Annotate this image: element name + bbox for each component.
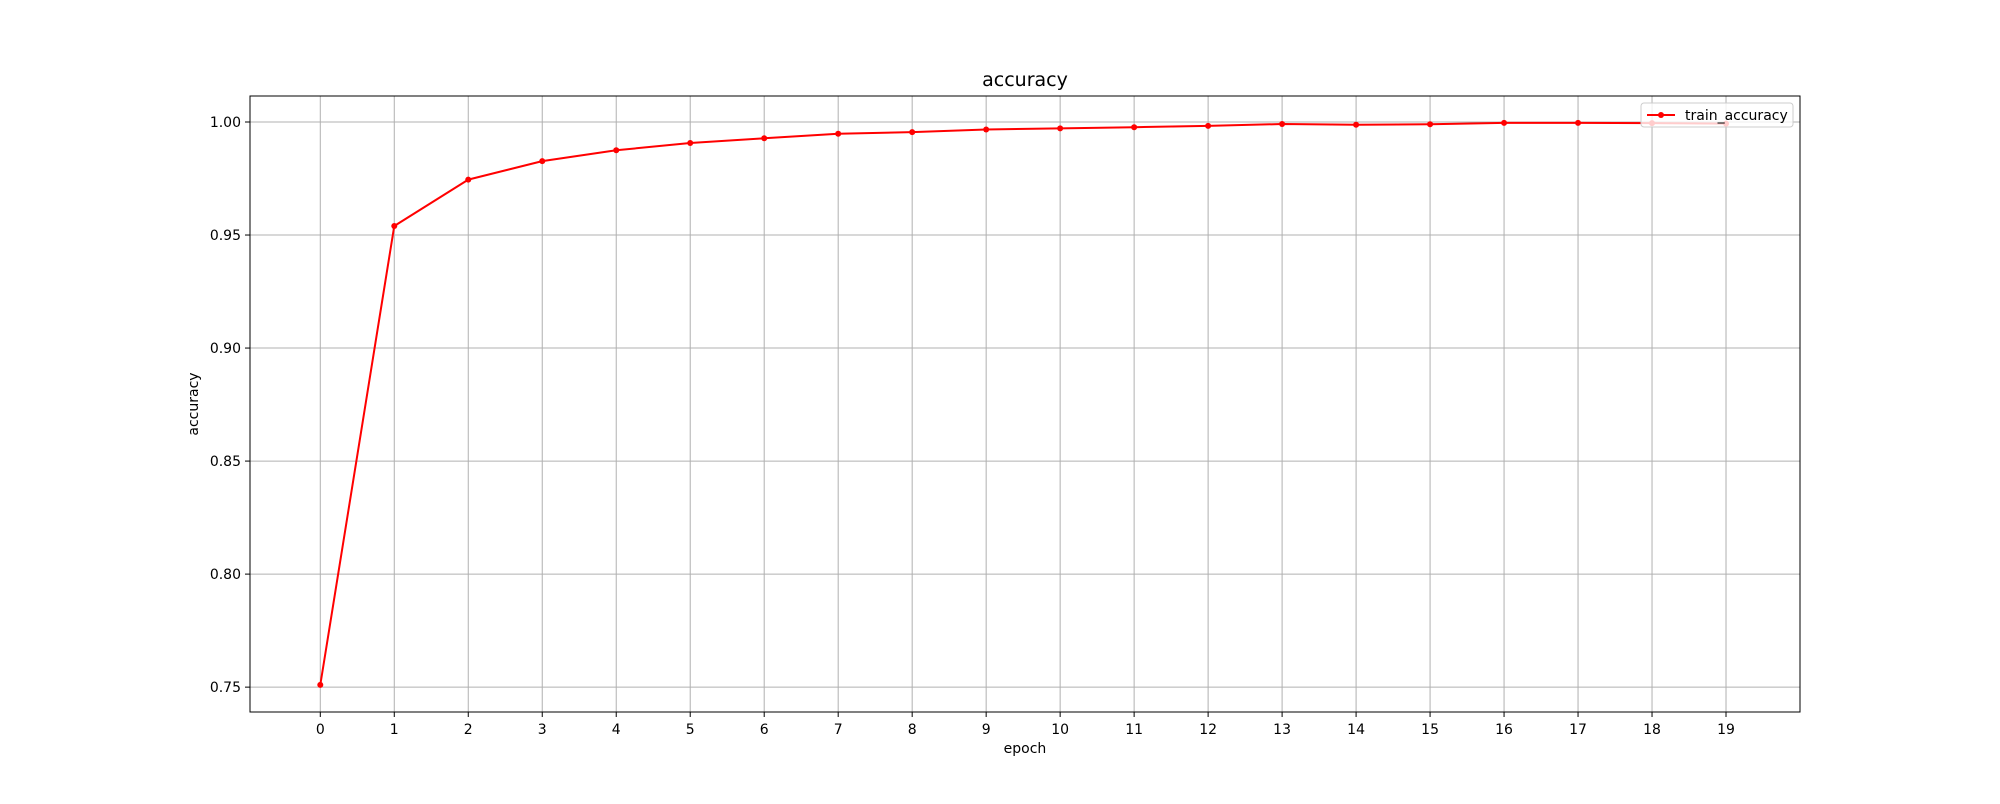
x-tick-label: 0 (316, 722, 325, 738)
series-line-train-accuracy (319, 121, 1727, 686)
x-tick-label: 11 (1125, 722, 1143, 738)
data-point (391, 222, 398, 229)
x-tick-label: 17 (1569, 722, 1587, 738)
data-point (1057, 125, 1064, 132)
y-axis-label: accuracy (186, 372, 202, 435)
data-point (1501, 119, 1508, 126)
grid-layer (250, 96, 1800, 712)
y-tick-label: 0.95 (210, 228, 241, 244)
data-point (317, 681, 324, 688)
x-tick-label: 13 (1273, 722, 1291, 738)
data-point (1279, 121, 1286, 128)
x-tick-label: 8 (908, 722, 917, 738)
tick-layer: 0 1 2 3 4 5 6 7 8 9 10 11 12 13 14 15 16 17 18 190.750.800.… (210, 115, 1735, 738)
legend: train_accuracy (1640, 102, 1794, 128)
x-tick-label: 15 (1421, 722, 1439, 738)
y-tick-label: 1.00 (210, 115, 241, 131)
data-point (983, 126, 990, 133)
chart-title: accuracy (982, 69, 1068, 91)
x-tick-label: 16 (1495, 722, 1513, 738)
legend-entry-train-accuracy: train_accuracy (1685, 108, 1788, 124)
x-tick-label: 14 (1347, 722, 1365, 738)
data-point (465, 176, 472, 183)
plot-frame (249, 95, 1801, 713)
x-axis-label: epoch (1004, 741, 1047, 757)
series-layer (317, 119, 1730, 688)
y-tick-label: 0.85 (210, 454, 241, 470)
data-point (761, 135, 768, 142)
legend-marker-swatch (1658, 112, 1664, 118)
x-tick-label: 2 (464, 722, 473, 738)
y-tick-label: 0.80 (210, 567, 241, 583)
legend-box (1640, 102, 1794, 128)
data-point (1427, 121, 1434, 128)
y-tick-label: 0.75 (210, 680, 241, 696)
data-point (539, 158, 546, 165)
x-tick-label: 7 (834, 722, 843, 738)
x-tick-label: 12 (1199, 722, 1217, 738)
x-tick-label: 3 (538, 722, 547, 738)
x-tick-label: 5 (686, 722, 695, 738)
data-point (687, 140, 694, 147)
x-tick-label: 4 (612, 722, 621, 738)
data-point (1575, 119, 1582, 126)
x-tick-label: 6 (760, 722, 769, 738)
data-point (909, 129, 916, 136)
data-point (1131, 124, 1138, 131)
data-point (835, 130, 842, 137)
data-point (1205, 122, 1212, 129)
x-tick-label: 18 (1643, 722, 1661, 738)
x-tick-label: 1 (390, 722, 399, 738)
y-tick-label: 0.90 (210, 341, 241, 357)
data-point (1353, 121, 1360, 128)
data-point (613, 147, 620, 154)
x-tick-label: 19 (1717, 722, 1735, 738)
x-tick-label: 9 (982, 722, 991, 738)
x-tick-label: 10 (1051, 722, 1069, 738)
